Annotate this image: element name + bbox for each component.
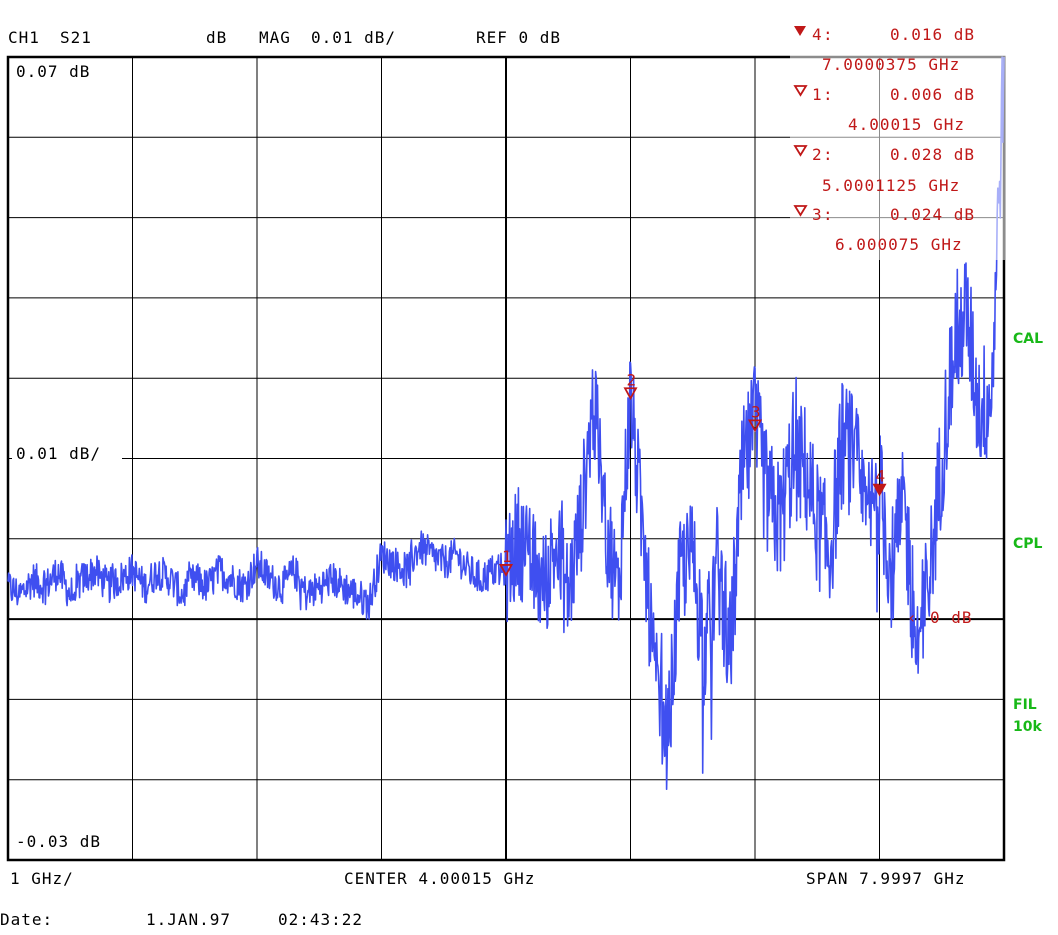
marker-2-id: 2 (812, 145, 823, 164)
marker-4-id: 4 (812, 25, 823, 44)
marker-1-frequency: 4.00015 GHz (848, 115, 965, 134)
cal-status-label: CAL (1013, 331, 1043, 347)
marker-3-value: 0.024 dB (890, 205, 975, 224)
marker-2-triangle-icon (793, 145, 808, 157)
cpl-status-label: CPL (1013, 536, 1043, 552)
marker-4-value: 0.016 dB (890, 25, 975, 44)
marker-2-frequency: 5.0001125 GHz (822, 176, 960, 195)
marker-1-id: 1 (812, 85, 823, 104)
channel-label: CH1 (8, 28, 40, 47)
marker-3-triangle-icon (793, 205, 808, 217)
marker-3-id: 3 (812, 205, 823, 224)
marker-2-number: 2 (627, 370, 638, 389)
center-frequency-label: CENTER 4.00015 GHz (344, 869, 535, 888)
marker-2-value: 0.028 dB (890, 145, 975, 164)
top-scale-label: 0.07 dB (16, 62, 90, 81)
scale-label: 0.01 dB/ (311, 28, 396, 47)
marker-4-number: 4 (876, 467, 887, 486)
bottom-scale-label: -0.03 dB (16, 832, 101, 851)
mid-scale-label: 0.01 dB/ (16, 444, 101, 463)
format-label: MAG (259, 28, 291, 47)
time-value: 02:43:22 (278, 910, 363, 929)
date-label: Date: (0, 910, 53, 929)
span-label: SPAN 7.9997 GHz (806, 869, 966, 888)
marker-4-frequency: 7.0000375 GHz (822, 55, 960, 74)
svg-text::: : (823, 85, 834, 104)
filter-bandwidth-label: 10k (1013, 719, 1042, 735)
plot-grid (6, 55, 1006, 862)
marker-1-value: 0.006 dB (890, 85, 975, 104)
marker-3-symbol (747, 419, 763, 433)
reference-position-indicator: ‹ (907, 608, 918, 627)
marker-4-active-triangle-icon (794, 26, 806, 36)
reference-label: REF 0 dB (476, 28, 561, 47)
param-label: S21 (60, 28, 92, 47)
marker-readouts: 4 : 0.016 dB 7.0000375 GHz 1 : 0.006 dB … (790, 20, 1005, 260)
svg-text::: : (823, 145, 834, 164)
marker-3-number: 3 (751, 402, 762, 421)
s21-trace (7, 56, 1005, 790)
marker-1-symbol (498, 564, 514, 577)
marker-symbols: 1 2 3 4 (498, 268, 887, 577)
date-value: 1.JAN.97 (146, 910, 231, 929)
format-unit-label: dB (206, 28, 227, 47)
marker-3-frequency: 6.000075 GHz (835, 235, 963, 254)
marker-1-triangle-icon (793, 85, 808, 97)
svg-text::: : (823, 25, 834, 44)
marker-2-symbol (623, 387, 638, 401)
reference-position-label: 0 dB (930, 608, 973, 627)
svg-text::: : (823, 205, 834, 224)
frequency-division-label: 1 GHz/ (10, 869, 74, 888)
marker-1-number: 1 (502, 547, 513, 566)
filter-status-label: FIL (1013, 697, 1037, 713)
